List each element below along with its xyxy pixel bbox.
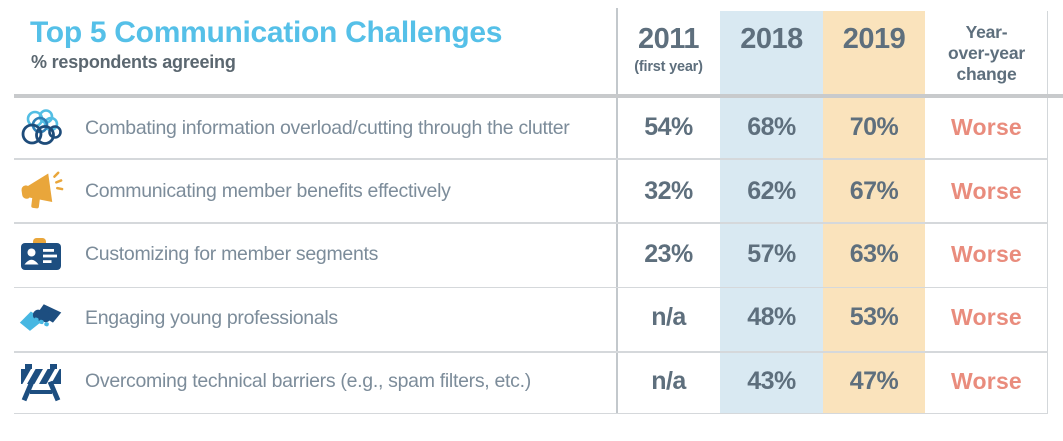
table-row: Communicating member benefits effectivel… bbox=[0, 159, 1063, 222]
value-2018: 68% bbox=[747, 113, 796, 142]
table-body: Combating information overload/cutting t… bbox=[0, 96, 1063, 413]
change-badge: Worse bbox=[951, 114, 1022, 141]
change-badge: Worse bbox=[951, 304, 1022, 331]
challenge-label: Customizing for member segments bbox=[85, 243, 379, 266]
column-header-2011-label: 2011 bbox=[638, 23, 699, 55]
column-highlight-2019 bbox=[823, 11, 925, 414]
barricade-icon bbox=[18, 359, 64, 403]
vertical-divider bbox=[616, 8, 618, 414]
column-highlight-2018 bbox=[720, 11, 823, 414]
challenge-cell: Combating information overload/cutting t… bbox=[0, 106, 617, 150]
change-badge: Worse bbox=[951, 240, 1022, 267]
page-title: Top 5 Communication Challenges bbox=[30, 16, 503, 49]
challenge-cell: Overcoming technical barriers (e.g., spa… bbox=[0, 359, 617, 403]
change-badge: Worse bbox=[951, 367, 1022, 394]
table-row: Engaging young professionals n/a 48% 53%… bbox=[0, 286, 1063, 349]
challenge-cell: Engaging young professionals bbox=[0, 296, 617, 340]
tangled-scribble-icon bbox=[18, 106, 64, 150]
challenge-cell: Customizing for member segments bbox=[0, 232, 617, 276]
change-badge: Worse bbox=[951, 177, 1022, 204]
value-2019: 47% bbox=[849, 366, 899, 395]
column-header-2018: 2018 bbox=[740, 23, 803, 55]
row-separator bbox=[14, 158, 1048, 160]
value-2011: n/a bbox=[651, 366, 686, 395]
row-separator bbox=[14, 351, 1048, 353]
table-right-border bbox=[1047, 11, 1048, 414]
value-2018: 48% bbox=[747, 303, 796, 332]
challenge-label: Combating information overload/cutting t… bbox=[85, 116, 570, 139]
value-2019: 70% bbox=[849, 113, 899, 142]
challenge-cell: Communicating member benefits effectivel… bbox=[0, 169, 617, 213]
row-separator bbox=[14, 412, 1048, 414]
row-separator bbox=[14, 222, 1048, 224]
value-2019: 67% bbox=[849, 176, 899, 205]
challenge-label: Communicating member benefits effectivel… bbox=[85, 180, 451, 203]
column-header-2011-note: (first year) bbox=[634, 59, 703, 75]
megaphone-icon bbox=[18, 169, 64, 213]
table-row: Combating information overload/cutting t… bbox=[0, 96, 1063, 159]
value-2018: 62% bbox=[747, 176, 796, 205]
value-2011: 32% bbox=[644, 176, 693, 205]
row-separator bbox=[14, 286, 1048, 288]
value-2011: 54% bbox=[644, 113, 693, 142]
value-2018: 43% bbox=[747, 366, 796, 395]
column-header-year-over-year-change: Year- over-year change bbox=[947, 22, 1025, 84]
value-2018: 57% bbox=[747, 239, 796, 268]
header-rule bbox=[14, 94, 1063, 98]
challenge-label: Overcoming technical barriers (e.g., spa… bbox=[85, 370, 531, 393]
handshake-icon bbox=[18, 296, 64, 340]
column-header-2019: 2019 bbox=[842, 23, 906, 55]
id-badge-icon bbox=[18, 232, 64, 276]
column-header-2011: 2011 (first year) bbox=[617, 24, 720, 77]
challenge-label: Engaging young professionals bbox=[85, 306, 338, 329]
value-2019: 53% bbox=[849, 303, 899, 332]
value-2011: 23% bbox=[644, 239, 693, 268]
value-2019: 63% bbox=[849, 239, 899, 268]
value-2011: n/a bbox=[651, 303, 686, 332]
page-subtitle: % respondents agreeing bbox=[31, 52, 236, 72]
table-row: Customizing for member segments 23% 57% … bbox=[0, 223, 1063, 286]
table-row: Overcoming technical barriers (e.g., spa… bbox=[0, 350, 1063, 413]
